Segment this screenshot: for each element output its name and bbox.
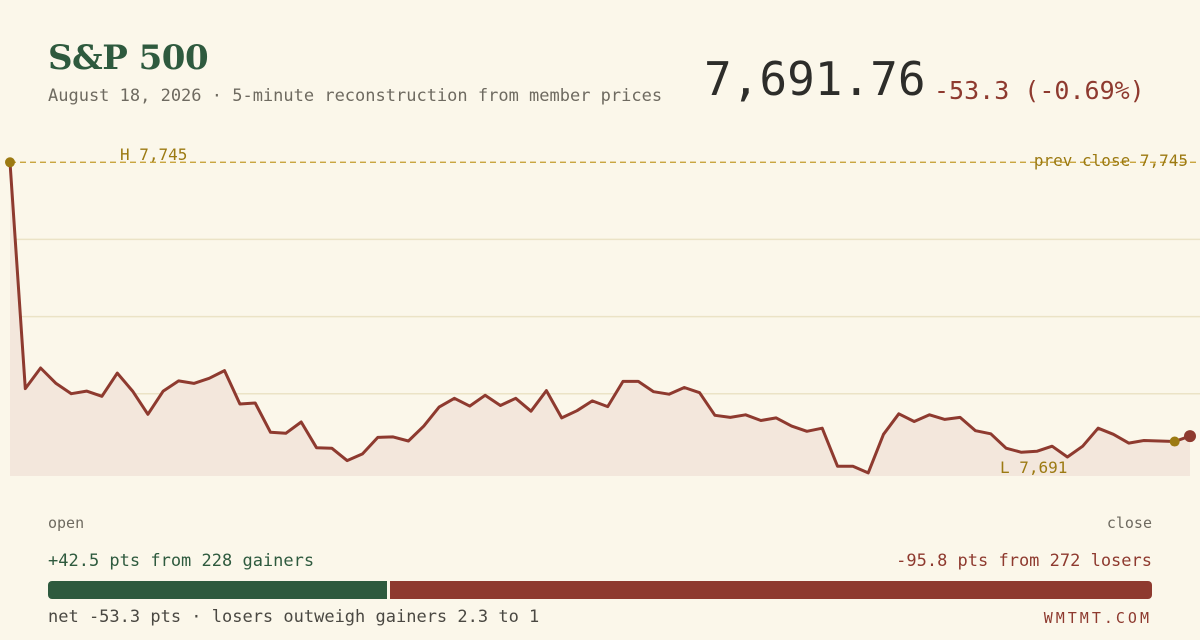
price-line — [8, 162, 1191, 475]
breadth-bar-losers — [390, 581, 1152, 599]
price-area — [10, 162, 1190, 477]
net-summary: net -53.3 pts · losers outweigh gainers … — [48, 607, 540, 627]
current-price: 7,691.76 — [704, 52, 926, 106]
last-price-marker — [1184, 430, 1196, 443]
x-axis-close-label: close — [1106, 514, 1152, 532]
low-label: L 7,691 — [1000, 458, 1067, 477]
prev-close-label: prev close 7,745 — [1034, 151, 1188, 170]
breadth-bar — [48, 581, 1152, 599]
page-title: S&P 500 — [48, 38, 209, 78]
gainers-summary: +42.5 pts from 228 gainers — [48, 551, 315, 571]
breadth-bar-gainers — [48, 581, 388, 599]
brand-label: WMTMT.COM — [1043, 609, 1152, 627]
x-axis-open-label: open — [48, 514, 85, 532]
high-label: H 7,745 — [120, 145, 187, 164]
price-chart: H 7,745 prev close 7,745 L 7,691 — [5, 145, 1200, 477]
breadth-bar-divider — [387, 581, 391, 599]
low-marker — [1169, 436, 1180, 447]
price-change: -53.3 (-0.69%) — [934, 76, 1145, 105]
losers-summary: -95.8 pts from 272 losers — [896, 551, 1152, 571]
page-subtitle: August 18, 2026 · 5-minute reconstructio… — [48, 86, 663, 106]
high-marker — [5, 157, 15, 168]
